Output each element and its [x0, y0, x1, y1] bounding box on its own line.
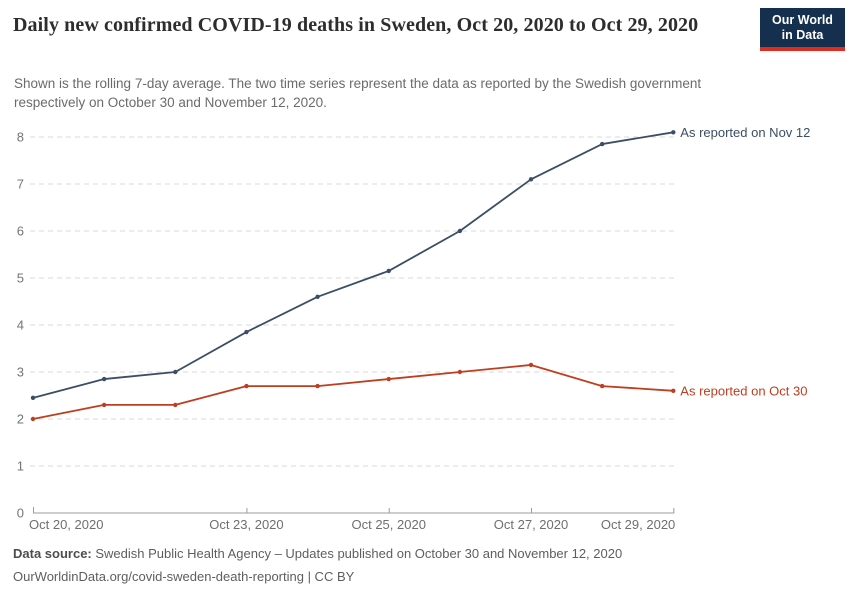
page-title: Daily new confirmed COVID-19 deaths in S… — [13, 14, 699, 36]
y-axis-tick-label: 3 — [17, 365, 24, 380]
data-point — [457, 228, 463, 234]
y-axis-tick-label: 2 — [17, 412, 24, 427]
data-point — [599, 383, 605, 389]
owid-logo: Our World in Data — [760, 8, 845, 51]
series-line-1 — [32, 364, 675, 420]
data-point — [671, 388, 676, 393]
data-source-line: Data source: Swedish Public Health Agenc… — [13, 542, 813, 565]
data-point — [386, 376, 391, 382]
data-point — [528, 177, 534, 182]
data-point — [671, 130, 676, 135]
x-axis-tick-label: Oct 25, 2020 — [351, 517, 425, 532]
data-point — [30, 395, 36, 401]
data-point — [315, 294, 320, 299]
y-axis-tick-label: 8 — [17, 130, 24, 145]
data-point — [30, 416, 36, 422]
license-line: OurWorldinData.org/covid-sweden-death-re… — [13, 569, 355, 584]
y-axis-tick-label: 5 — [17, 271, 24, 286]
y-axis-tick-label: 6 — [17, 224, 24, 239]
data-point — [457, 369, 463, 375]
data-point — [599, 141, 605, 147]
data-point — [244, 329, 249, 335]
y-axis-tick-label: 1 — [17, 459, 24, 474]
data-point — [101, 402, 107, 408]
series-label-1: As reported on Oct 30 — [680, 383, 807, 398]
data-source-label: Data source: — [13, 546, 92, 561]
owid-logo-line2: in Data — [781, 28, 824, 42]
data-point — [315, 383, 320, 389]
data-point — [173, 369, 178, 375]
x-axis-tick-label: Oct 23, 2020 — [209, 517, 283, 532]
data-point — [101, 376, 107, 382]
data-point — [244, 383, 249, 389]
series-label-0: As reported on Nov 12 — [680, 125, 810, 140]
owid-logo-line1: Our World — [772, 13, 833, 27]
y-axis-tick-label: 7 — [17, 177, 24, 192]
x-axis-tick-label: Oct 20, 2020 — [29, 517, 103, 532]
y-axis-tick-label: 0 — [17, 506, 24, 521]
chart-footer: Data source: Swedish Public Health Agenc… — [13, 542, 813, 588]
data-point — [528, 362, 534, 368]
chart-subtitle: Shown is the rolling 7-day average. The … — [14, 76, 702, 110]
y-axis-tick-label: 4 — [17, 318, 24, 333]
series-line-0 — [32, 131, 675, 399]
x-axis-tick-label: Oct 29, 2020 — [601, 517, 675, 532]
data-source-text: Swedish Public Health Agency – Updates p… — [91, 546, 623, 561]
data-point — [173, 402, 178, 408]
data-point — [386, 268, 391, 274]
x-axis-tick-label: Oct 27, 2020 — [494, 517, 568, 532]
